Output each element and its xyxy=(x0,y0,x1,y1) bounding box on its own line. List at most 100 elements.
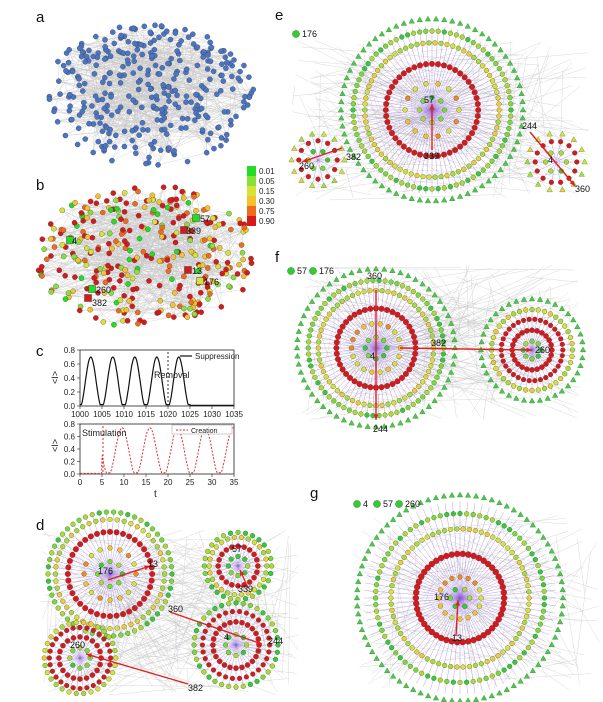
node xyxy=(131,58,137,64)
edge xyxy=(186,669,190,689)
ring-node xyxy=(64,526,71,532)
spoke xyxy=(378,597,461,649)
spoke xyxy=(459,575,554,599)
triangle-node xyxy=(492,310,499,317)
highlight-node xyxy=(196,277,204,285)
ring-node xyxy=(382,557,388,563)
node xyxy=(190,41,197,47)
tick-label: 1000 xyxy=(71,410,89,419)
node xyxy=(156,199,162,205)
edge xyxy=(121,224,220,235)
ring-node xyxy=(66,689,72,695)
ring-node xyxy=(539,330,545,336)
edge xyxy=(494,68,508,190)
panel-g-labels: 176 13 xyxy=(434,592,462,643)
spoke xyxy=(52,637,81,659)
ring-node xyxy=(496,371,502,377)
ring-node xyxy=(334,388,341,394)
edge xyxy=(97,222,211,293)
triangle-node xyxy=(505,301,512,307)
ring-node xyxy=(49,550,55,556)
ring-node xyxy=(160,557,166,563)
ring-node xyxy=(76,517,82,523)
node xyxy=(207,58,214,65)
spoke xyxy=(79,657,103,684)
ring-node xyxy=(223,579,230,585)
ring-node xyxy=(517,535,523,541)
node xyxy=(93,62,99,68)
ring-node xyxy=(450,511,456,517)
edge xyxy=(314,77,587,85)
spoke xyxy=(387,38,433,111)
x-axis-label: t xyxy=(154,489,157,500)
node xyxy=(185,34,192,40)
node xyxy=(93,33,99,40)
edge xyxy=(288,544,291,684)
triangle-node xyxy=(441,196,448,203)
ring-node xyxy=(457,574,463,580)
tick-label: 15 xyxy=(142,478,151,487)
ring-node xyxy=(378,384,385,391)
edge xyxy=(47,644,161,664)
ring-node xyxy=(326,311,332,317)
node xyxy=(218,135,225,141)
triangle-node xyxy=(465,492,472,498)
node xyxy=(219,61,225,67)
ring-node xyxy=(70,675,77,681)
edge xyxy=(49,96,112,100)
ring-node xyxy=(490,334,497,341)
edge xyxy=(185,660,215,678)
ring-node xyxy=(511,383,517,389)
spoke xyxy=(431,90,514,111)
ring-node xyxy=(508,113,514,119)
node xyxy=(120,227,126,233)
spoke xyxy=(375,328,446,349)
spoke xyxy=(416,597,461,684)
ring-node xyxy=(389,381,396,387)
ring-node xyxy=(513,554,519,560)
ring-node xyxy=(114,517,120,523)
edge xyxy=(318,73,321,187)
node xyxy=(79,108,85,115)
node xyxy=(166,263,173,269)
ring-node xyxy=(133,571,139,577)
ring-node xyxy=(107,516,113,522)
ring-node xyxy=(562,371,568,377)
ring-node xyxy=(249,658,256,665)
ring-node xyxy=(499,341,505,347)
node xyxy=(117,80,124,86)
edge xyxy=(61,583,212,623)
ring-node xyxy=(236,609,243,615)
edge xyxy=(274,535,289,642)
triangle-node xyxy=(417,499,424,505)
edge xyxy=(496,99,561,148)
ring-node xyxy=(373,51,379,57)
ring-node xyxy=(558,358,564,364)
edge xyxy=(153,199,208,269)
node xyxy=(184,314,191,320)
edge xyxy=(378,138,465,187)
ring-node xyxy=(455,45,461,51)
node xyxy=(154,211,161,217)
ring-node xyxy=(399,180,405,186)
node xyxy=(62,132,69,139)
ring-node xyxy=(506,125,512,131)
ring-node xyxy=(200,635,206,641)
edge xyxy=(413,368,551,395)
ring-node xyxy=(350,113,356,119)
triangle-node xyxy=(337,106,345,113)
creation-legend: Creation xyxy=(191,428,218,435)
ring-node xyxy=(397,535,403,541)
node-label-176: 176 xyxy=(204,277,219,287)
node xyxy=(93,315,99,321)
node xyxy=(76,76,82,82)
node xyxy=(136,132,142,138)
ring-node xyxy=(495,119,501,125)
ring-node xyxy=(548,372,554,378)
ring-node xyxy=(388,40,394,46)
ring-node xyxy=(45,578,51,584)
spoke xyxy=(459,597,497,687)
ring-node xyxy=(385,639,391,645)
edge xyxy=(89,123,175,151)
triangle-node xyxy=(557,618,564,625)
